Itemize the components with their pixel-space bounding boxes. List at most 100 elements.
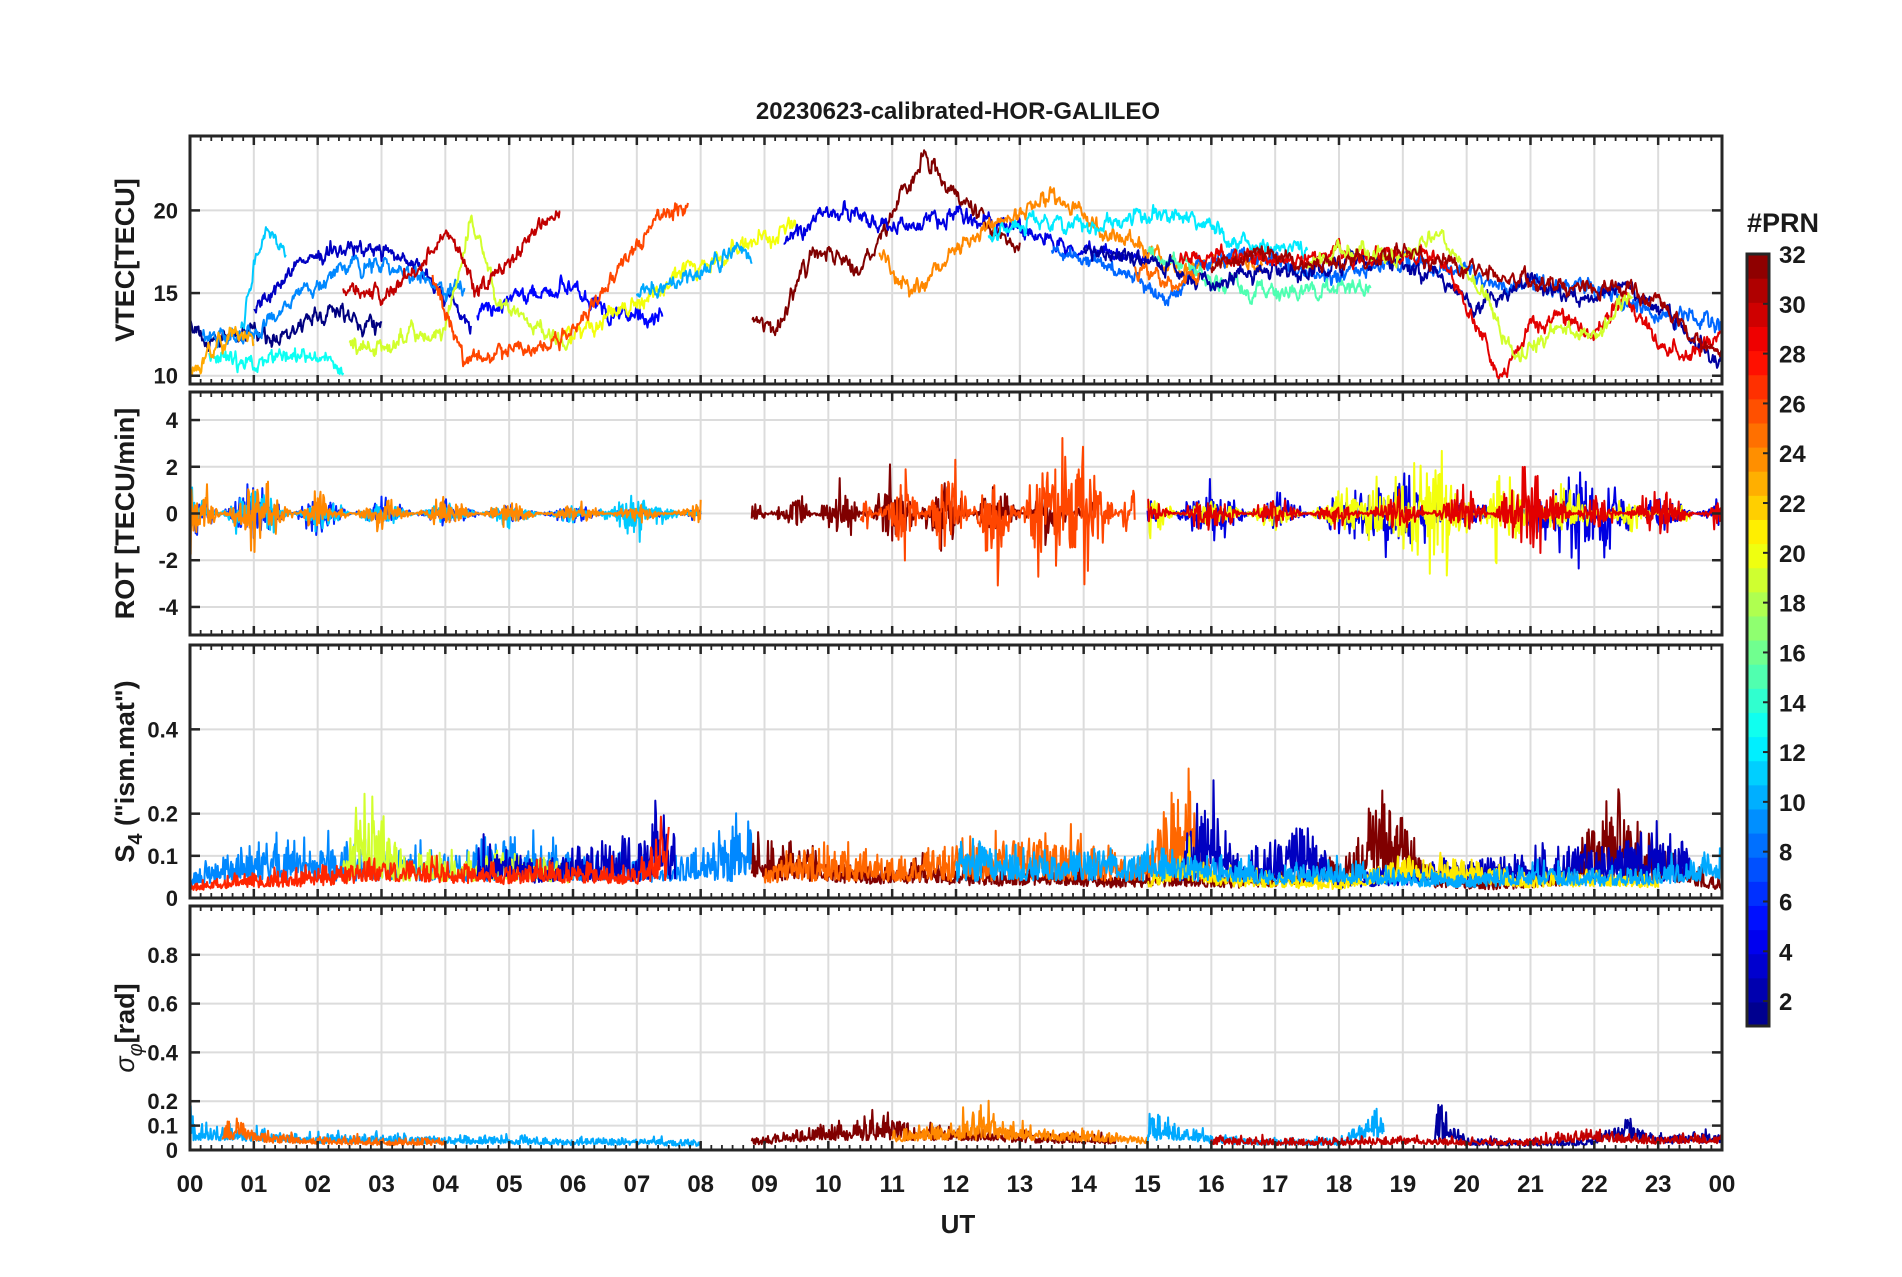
x-tick-label: 00 — [177, 1171, 204, 1198]
series-line-prn-1 — [190, 302, 383, 352]
y-axis-label-sigma: σφ[rad] — [110, 983, 147, 1072]
y-tick-label: 0.6 — [147, 992, 178, 1017]
colorbar-segment — [1747, 471, 1769, 496]
colorbar-segment — [1747, 736, 1769, 762]
colorbar-segment — [1747, 712, 1769, 738]
series-line-prn-10 — [955, 837, 1722, 889]
x-tick-label: 01 — [240, 1171, 267, 1198]
panel-series-group — [190, 437, 1722, 587]
x-tick-label: 20 — [1453, 1171, 1480, 1198]
colorbar-tick-label: 6 — [1779, 889, 1792, 916]
y-tick-label: 0.1 — [147, 1114, 178, 1139]
panel-ticks: 10 15 20 — [154, 136, 1724, 389]
colorbar-tick-label: 26 — [1779, 391, 1806, 418]
series-line-prn-25 — [221, 1117, 447, 1147]
y-axis-label-main: σ — [110, 1055, 140, 1073]
colorbar-segment — [1747, 398, 1769, 424]
x-tick-label: 07 — [623, 1171, 650, 1198]
series-line-prn-29 — [1147, 465, 1722, 554]
colorbar-segment — [1747, 591, 1769, 617]
y-tick-label: 4 — [166, 408, 179, 433]
panel-ticks: 00.10.2 0.4 0.6 0.8 — [147, 906, 1724, 1163]
series-line-prn-10 — [635, 241, 753, 299]
colorbar-segment — [1747, 350, 1769, 376]
y-tick-label: -2 — [158, 548, 178, 573]
x-tick-label: 16 — [1198, 1171, 1225, 1198]
y-axis-label-subscript: φ — [125, 1043, 147, 1056]
series-line-prn-27 — [190, 815, 670, 892]
y-tick-label: 0.4 — [147, 717, 178, 742]
series-line-prn-4 — [783, 200, 1149, 267]
series-line-prn-24 — [891, 1099, 1149, 1145]
y-tick-label: 0.1 — [147, 844, 178, 869]
panel-ticks: -4 -2 0 2 4 — [158, 392, 1724, 635]
x-tick-label: 10 — [815, 1171, 842, 1198]
series-line-prn-31 — [1210, 242, 1722, 358]
colorbar-segment — [1747, 422, 1769, 448]
x-tick-label: 09 — [751, 1171, 778, 1198]
y-axis-label-main: S — [110, 845, 140, 863]
colorbar-segment — [1747, 567, 1769, 593]
colorbar-segment — [1747, 881, 1769, 906]
y-tick-label: 0 — [166, 502, 178, 527]
colorbar-tick-label: 10 — [1779, 790, 1806, 817]
series-line-prn-19 — [348, 214, 574, 357]
x-tick-label: 23 — [1645, 1171, 1672, 1198]
x-tick-label: 04 — [432, 1171, 459, 1198]
y-tick-label: 2 — [166, 455, 178, 480]
y-axis-label-rot: ROT [TECU/min] — [110, 408, 140, 619]
x-tick-label: 14 — [1070, 1171, 1097, 1198]
colorbar-segment — [1747, 784, 1769, 810]
colorbar-segment — [1747, 808, 1769, 834]
series-line-prn-24 — [878, 186, 1264, 298]
panel-sigma: 00.10.20.40.60.8σφ[rad] — [110, 904, 1724, 1163]
y-axis-label-vtec: VTEC[TECU] — [110, 178, 140, 342]
series-line-prn-23 — [190, 325, 255, 378]
y-tick-label: 0.2 — [147, 802, 178, 827]
x-tick-label: 05 — [496, 1171, 523, 1198]
colorbar-tick-label: 24 — [1779, 441, 1806, 468]
colorbar-segment — [1747, 254, 1769, 279]
colorbar-segment — [1747, 302, 1769, 327]
colorbar-segment — [1747, 664, 1769, 689]
y-tick-label: 10 — [154, 364, 178, 389]
colorbar-segment — [1747, 977, 1769, 1003]
colorbar-tick-label: 16 — [1779, 640, 1806, 667]
series-line-prn-24 — [190, 480, 702, 556]
y-axis-label-s4: S4 ("ism.mat") — [110, 680, 147, 862]
series-line-prn-20 — [559, 216, 798, 345]
series-line-prn-13 — [208, 347, 345, 376]
panel-vtec: 10 15 20 VTEC[TECU] — [110, 134, 1724, 389]
colorbar-segment — [1747, 953, 1769, 979]
series-line-prn-5 — [476, 274, 664, 329]
series-line-prn-26 — [431, 202, 689, 368]
panel-series-group — [190, 767, 1722, 892]
colorbar-segment — [1747, 1001, 1769, 1027]
y-tick-label: 0 — [166, 1138, 178, 1163]
colorbar-segment — [1747, 374, 1769, 400]
y-axis-label-subscript: 4 — [125, 833, 147, 845]
colorbar-tick-label: 8 — [1779, 840, 1792, 867]
x-tick-label: 19 — [1389, 1171, 1416, 1198]
colorbar-segment — [1747, 278, 1769, 303]
y-tick-label: 20 — [154, 198, 178, 223]
x-tick-label: 12 — [943, 1171, 970, 1198]
panel-rot: -4 -2 0 2 4 ROT [TECU/min] — [110, 390, 1724, 637]
colorbar-segment — [1747, 519, 1769, 545]
panel-s4: 00.10.20.4S4 ("ism.mat") — [110, 643, 1724, 911]
x-tick-label: 08 — [687, 1171, 714, 1198]
chart-title: 20230623-calibrated-HOR-GALILEO — [756, 98, 1160, 125]
colorbar-tick-label: 4 — [1779, 939, 1793, 966]
y-tick-label: 0.2 — [147, 1089, 178, 1114]
colorbar-tick-label: 20 — [1779, 541, 1806, 568]
colorbar-tick-label: 12 — [1779, 740, 1806, 767]
series-line-prn-12 — [987, 204, 1309, 262]
x-tick-label: 02 — [304, 1171, 331, 1198]
x-tick-label: 17 — [1262, 1171, 1289, 1198]
y-tick-label: 15 — [154, 281, 178, 306]
y-axis-label-rest: [rad] — [110, 983, 140, 1043]
